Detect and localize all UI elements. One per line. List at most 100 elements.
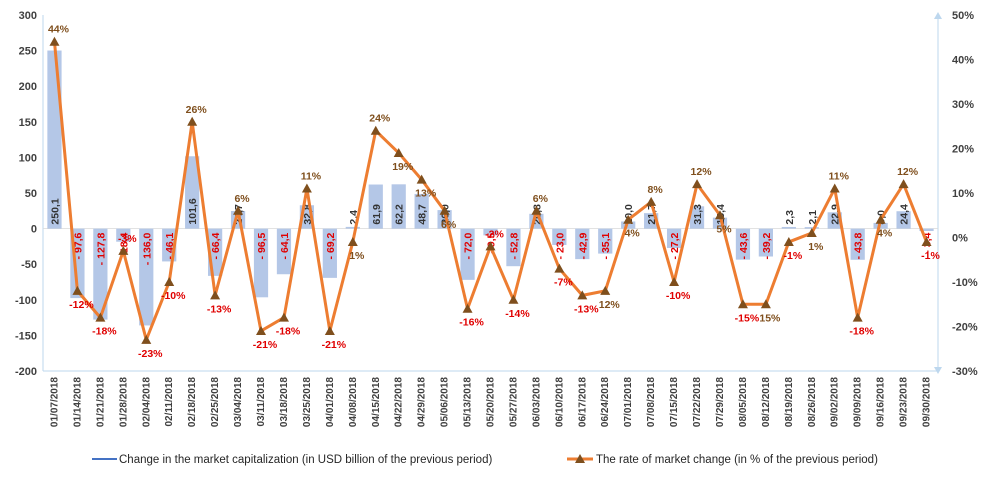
rate-marker	[301, 183, 312, 193]
rate-marker	[118, 245, 129, 255]
bar	[506, 228, 521, 267]
left-tick-label: -100	[15, 295, 37, 307]
x-tick-label: 02/18/2018	[187, 377, 198, 427]
x-tick-label: 01/21/2018	[95, 377, 106, 427]
x-tick-label: 02/04/2018	[141, 377, 152, 427]
bar	[804, 227, 819, 229]
bar	[276, 228, 292, 275]
rate-marker	[370, 125, 381, 135]
rate-marker	[347, 236, 358, 246]
rate-value-label: -23%	[138, 348, 163, 360]
rate-marker	[49, 36, 60, 46]
x-tick-label: 06/17/2018	[577, 377, 588, 427]
left-tick-label: 250	[19, 46, 37, 58]
bar-value-label: - 43,6	[738, 232, 750, 259]
axis-lines	[42, 12, 942, 374]
bar-value-label: - 42,9	[577, 232, 589, 259]
x-tick-label: 07/01/2018	[623, 377, 634, 427]
rate-value-label: -18%	[92, 326, 117, 338]
bar	[552, 228, 567, 245]
x-tick-label: 07/15/2018	[669, 377, 680, 427]
legend-bar-label: Change in the market capitalization (in …	[119, 454, 492, 466]
bar-value-label: - 39,2	[761, 232, 773, 259]
rate-value-label: 5%	[716, 223, 732, 235]
x-tick-label: 09/23/2018	[899, 377, 910, 427]
right-axis-arrow-bottom	[934, 367, 942, 374]
x-tick-label: 07/22/2018	[692, 377, 703, 427]
bar-value-label: 61,9	[371, 204, 383, 225]
rate-marker	[210, 290, 221, 300]
rate-marker	[278, 312, 289, 322]
x-tick-label: 03/11/2018	[256, 377, 267, 427]
rate-marker	[233, 205, 244, 215]
rate-value-label: 12%	[897, 166, 919, 178]
x-tick-label: 01/28/2018	[118, 377, 129, 427]
rate-marker	[531, 205, 542, 215]
rate-marker	[714, 210, 725, 220]
left-tick-label: 0	[31, 224, 37, 236]
rate-marker	[669, 277, 680, 286]
rate-marker	[783, 236, 794, 246]
rate-marker	[72, 285, 83, 295]
left-tick-label: 150	[19, 117, 37, 129]
bar	[483, 228, 498, 236]
right-tick-label: 0%	[952, 233, 968, 245]
rate-marker	[554, 263, 565, 273]
bar-value-label: - 136,0	[141, 232, 153, 265]
bar-value-label: - 69,2	[325, 232, 337, 259]
left-tick-label: 50	[25, 188, 37, 200]
x-tick-label: 03/04/2018	[233, 377, 244, 427]
rate-value-label: -13%	[574, 303, 599, 315]
bar	[345, 226, 360, 229]
right-tick-label: 20%	[952, 144, 974, 156]
bar	[368, 184, 383, 229]
bar-value-label: - 96,5	[256, 232, 268, 259]
rate-marker	[164, 277, 175, 286]
rate-value-label: 44%	[48, 24, 70, 36]
rate-value-label: -3%	[118, 233, 137, 245]
x-tick-label: 05/13/2018	[463, 377, 474, 427]
rate-marker	[577, 290, 588, 300]
right-tick-label: -20%	[952, 322, 978, 334]
rate-marker	[393, 147, 404, 157]
x-tick-label: 06/03/2018	[531, 377, 542, 427]
left-tick-label: -50	[21, 259, 37, 271]
rate-value-label: -13%	[207, 303, 232, 315]
rate-value-label: 19%	[392, 161, 414, 173]
x-tick-label: 01/14/2018	[72, 377, 83, 427]
bar-value-label: - 52,8	[508, 232, 520, 259]
rate-value-label: -21%	[253, 339, 278, 351]
rate-value-label: -15%	[735, 312, 760, 324]
bar	[391, 184, 406, 229]
right-tick-label: 30%	[952, 99, 974, 111]
rate-value-label: -1%	[921, 250, 940, 262]
x-tick-label: 04/22/2018	[394, 377, 405, 427]
rate-marker	[416, 174, 427, 184]
left-tick-label: 100	[19, 152, 37, 164]
rate-value-label: 6%	[533, 193, 549, 205]
rate-value-label: 6%	[234, 193, 250, 205]
bar	[253, 228, 269, 298]
bar	[666, 228, 682, 248]
x-tick-label: 08/19/2018	[784, 377, 795, 427]
x-tick-label: 09/09/2018	[853, 377, 864, 427]
x-tick-label: 05/06/2018	[440, 377, 451, 427]
right-axis-ticks: 50% 40% 30% 20% 10% 0% -10% -20% -30%	[952, 10, 978, 378]
bar-value-label: 24,4	[899, 204, 911, 225]
rate-value-label: 26%	[186, 104, 208, 116]
rate-marker	[485, 241, 496, 251]
rate-value-label: -7%	[554, 277, 573, 289]
rate-value-label: 8%	[648, 184, 664, 196]
right-tick-label: 40%	[952, 55, 974, 67]
bar-value-label: 2,1	[807, 210, 819, 225]
x-tick-label: 09/16/2018	[876, 377, 887, 427]
bar	[850, 228, 865, 260]
bar-value-label: - 35,1	[600, 232, 612, 259]
bar	[460, 228, 475, 280]
bar-value-label: 250,1	[49, 198, 61, 224]
bar-value-label: - 27,2	[669, 232, 681, 259]
right-tick-label: -10%	[952, 277, 978, 289]
rate-value-label: 1%	[349, 250, 365, 262]
x-tick-label: 08/26/2018	[807, 377, 818, 427]
x-tick-label: 05/27/2018	[508, 377, 519, 427]
